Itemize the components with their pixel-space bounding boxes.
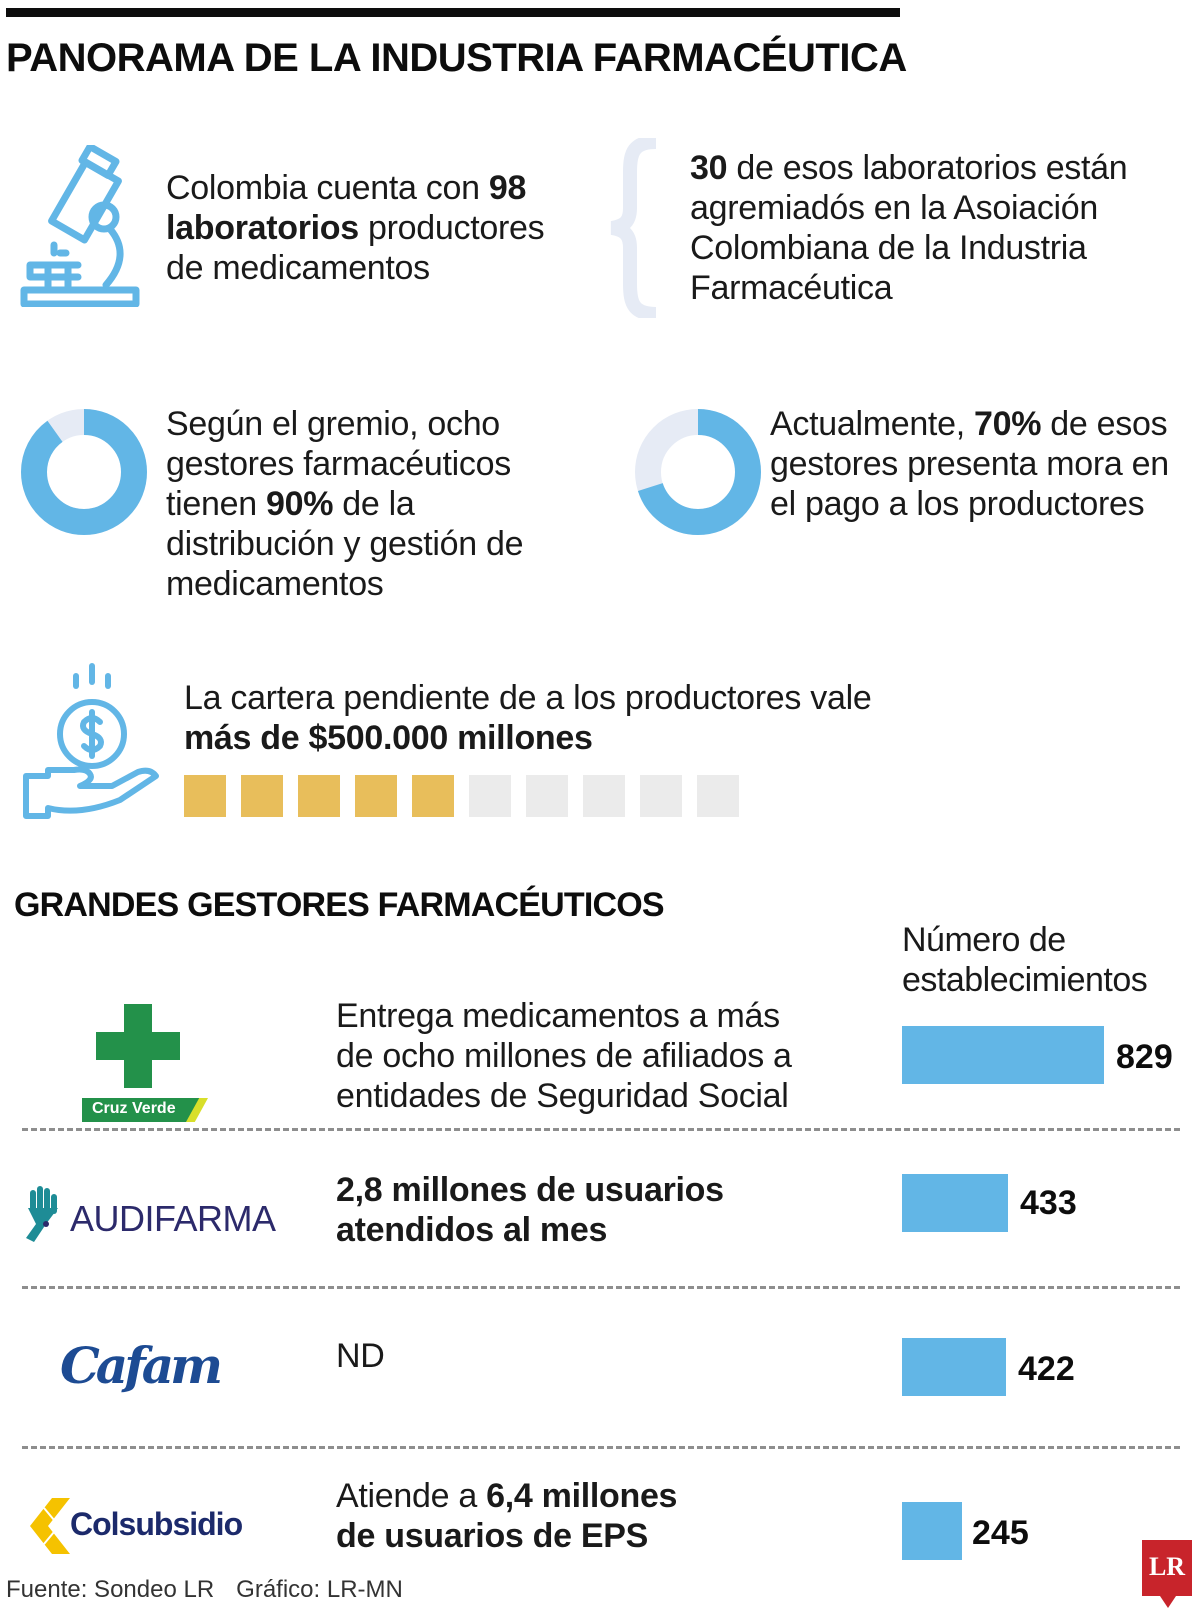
audifarma-logo: AUDIFARMA	[24, 1184, 276, 1244]
square-empty	[469, 775, 511, 817]
stat-agremiados: 30 de esos laboratorios están agremiadós…	[690, 149, 1128, 307]
row-divider	[22, 1286, 1180, 1289]
row-divider	[22, 1128, 1180, 1131]
cafam-logo-text: Cafam	[60, 1336, 223, 1395]
cruz-verde-description: Entrega medicamentos a más de ocho millo…	[336, 997, 792, 1115]
cartera-pictogram	[184, 775, 739, 817]
colsubsidio-logo: Colsubsidio	[30, 1498, 270, 1554]
donut-chart-70	[635, 409, 761, 535]
lr-logo-badge: LR	[1142, 1540, 1192, 1608]
section-title: GRANDES GESTORES FARMACÉUTICOS	[14, 886, 665, 924]
lr-badge-box	[1142, 1540, 1192, 1596]
donut-chart-90	[21, 409, 147, 535]
square-filled	[355, 775, 397, 817]
square-empty	[640, 775, 682, 817]
credit-text: Gráfico: LR-MN	[236, 1576, 403, 1603]
value-colsubsidio: 245	[972, 1514, 1029, 1552]
colsubsidio-description: Atiende a 6,4 millones de usuarios de EP…	[336, 1477, 678, 1555]
curly-brace-icon	[610, 138, 657, 318]
page-title: PANORAMA DE LA INDUSTRIA FARMACÉUTICA	[6, 36, 907, 80]
lr-badge-text: LR	[1148, 1552, 1186, 1581]
cruz-verde-logo: Cruz Verde	[82, 1004, 212, 1122]
square-empty	[697, 775, 739, 817]
bar-cruz-verde	[902, 1026, 1104, 1084]
square-filled	[298, 775, 340, 817]
colsubsidio-chevron-icon	[30, 1498, 70, 1554]
cruz-verde-logo-text: Cruz Verde	[92, 1100, 176, 1117]
bar-cafam	[902, 1338, 1006, 1396]
hand-coin-dollar-icon	[23, 663, 159, 819]
microscope-icon	[20, 145, 140, 307]
audifarma-logo-text: AUDIFARMA	[70, 1198, 276, 1239]
stat-cartera: La cartera pendiente de a los productore…	[184, 679, 872, 757]
square-filled	[412, 775, 454, 817]
stat-mora-70: Actualmente, 70% de esos gestores presen…	[770, 405, 1169, 523]
cafam-description: ND	[336, 1337, 385, 1375]
stat-laboratorios: Colombia cuenta con 98 laboratorios prod…	[166, 169, 545, 287]
cafam-logo: Cafam	[60, 1334, 240, 1404]
header-rule	[6, 8, 900, 17]
footer-credits: Fuente: Sondeo LR Gráfico: LR-MN	[6, 1576, 403, 1604]
value-cafam: 422	[1018, 1350, 1075, 1388]
square-empty	[583, 775, 625, 817]
lr-badge-tail	[1160, 1596, 1176, 1608]
square-filled	[241, 775, 283, 817]
bar-audifarma	[902, 1174, 1008, 1232]
column-header: Número de establecimientos	[902, 921, 1148, 999]
square-empty	[526, 775, 568, 817]
audifarma-hand-icon	[26, 1186, 58, 1242]
square-filled	[184, 775, 226, 817]
bar-colsubsidio	[902, 1502, 962, 1560]
cruz-verde-banner	[82, 1098, 206, 1122]
colsubsidio-logo-text: Colsubsidio	[70, 1506, 243, 1542]
audifarma-description: 2,8 millones de usuarios atendidos al me…	[336, 1171, 724, 1249]
value-cruz-verde: 829	[1116, 1038, 1173, 1076]
green-cross-icon	[96, 1004, 180, 1088]
value-audifarma: 433	[1020, 1184, 1077, 1222]
row-divider	[22, 1446, 1180, 1449]
stat-gestores-90: Según el gremio, ocho gestores farmacéut…	[166, 405, 524, 603]
source-text: Fuente: Sondeo LR	[6, 1576, 215, 1603]
